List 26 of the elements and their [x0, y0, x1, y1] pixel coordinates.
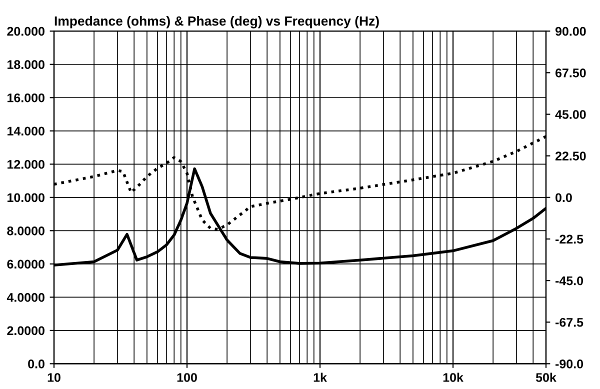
x-tick-label: 1k — [314, 372, 327, 382]
y-tick-label: 2.0000 — [7, 326, 44, 336]
y2-tick-label: -45.0 — [556, 276, 584, 286]
y-tick-label: 20.000 — [7, 26, 44, 36]
y2-tick-label: -90.0 — [556, 360, 584, 368]
y2-tick-label: 67.50 — [555, 68, 586, 78]
y-tick-label: 4.0000 — [6, 292, 44, 302]
y-tick-label: 6.0000 — [7, 260, 44, 269]
y2-tick-label: 22.50 — [555, 152, 586, 160]
y-tick-label: 0.0 — [28, 360, 44, 368]
y2-tick-label: -22.5 — [556, 234, 584, 244]
y2-tick-label: 45.00 — [555, 110, 586, 119]
chart-title: Impedance (ohms) & Phase (deg) vs Frequency (Hz) — [54, 16, 379, 28]
x-tick-label: 50k — [536, 372, 556, 382]
y2-tick-label: -67.5 — [556, 318, 584, 327]
y2-tick-label: 0.0 — [556, 193, 572, 202]
x-tick-label: 10 — [48, 373, 60, 382]
y-tick-label: 10.000 — [8, 193, 44, 202]
y-tick-label: 16.000 — [8, 93, 44, 102]
y2-tick-label: 90.00 — [555, 26, 586, 36]
x-tick-label: 100 — [177, 373, 197, 382]
y-tick-label: 8.0000 — [7, 226, 44, 236]
y-tick-label: 18.000 — [8, 60, 44, 70]
x-tick-label: 10k — [443, 372, 464, 382]
y-tick-label: 14.000 — [8, 126, 44, 136]
y-tick-label: 12.000 — [8, 160, 44, 169]
